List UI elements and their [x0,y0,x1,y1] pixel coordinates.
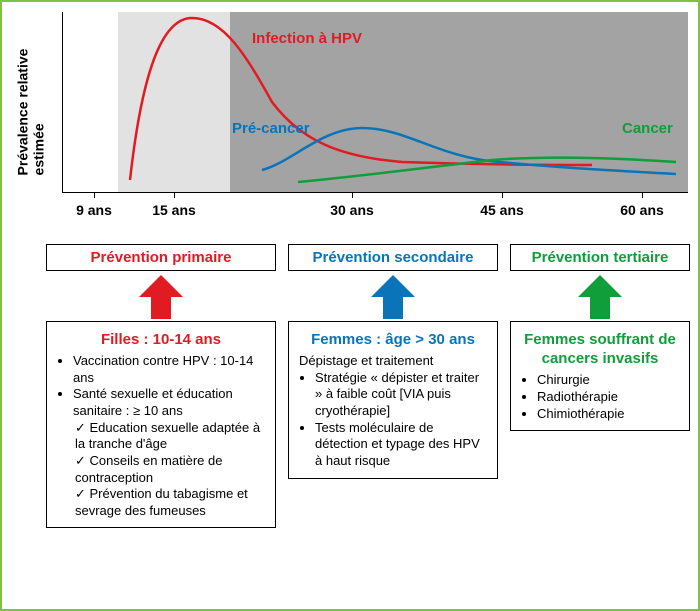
y-axis-label: Prévalence relativeestimée [6,12,54,212]
x-tick-label: 45 ans [480,202,524,218]
header-primary: Filles : 10-14 ans [57,330,265,349]
box-prevention-tertiary: Femmes souffrant de cancers invasifs Chi… [510,321,690,431]
x-tick-label: 15 ans [152,202,196,218]
label-cancer: Cancer [622,120,673,137]
x-tick [174,192,175,198]
box-prevention-secondary: Femmes : âge > 30 ans Dépistage et trait… [288,321,498,479]
arrow-up-icon [139,275,183,319]
x-tick-label: 9 ans [76,202,112,218]
bullets-tertiary: Chirurgie Radiothérapie Chimiothérapie [521,372,679,422]
x-axis-line [62,192,688,193]
figure-frame: Prévalence relativeestimée Infection à H… [0,0,700,611]
sub-bullets-primary: Education sexuelle adaptée à la tranche … [57,420,265,520]
x-tick-label: 60 ans [620,202,664,218]
x-tick [502,192,503,198]
title-prevention-secondary: Prévention secondaire [288,244,498,271]
bullets-secondary: Stratégie « dépister et traiter » à faib… [299,370,487,470]
title-prevention-tertiary: Prévention tertiaire [510,244,690,271]
curves-svg [62,12,688,192]
prevention-section: Prévention primaire Prévention secondair… [46,244,690,528]
x-tick [642,192,643,198]
x-tick [352,192,353,198]
header-secondary: Femmes : âge > 30 ans [299,330,487,349]
label-hpv: Infection à HPV [252,30,362,47]
bullets-primary: Vaccination contre HPV : 10-14 ans Santé… [57,353,265,420]
chart-area: Prévalence relativeestimée Infection à H… [8,12,690,232]
curve-precancer [262,128,676,174]
arrow-up-icon [578,275,622,319]
header-tertiary: Femmes souffrant de cancers invasifs [521,330,679,368]
title-prevention-primary: Prévention primaire [46,244,276,271]
plot-region: Infection à HPV Pré-cancer Cancer 9 ans1… [62,12,688,212]
box-prevention-primary: Filles : 10-14 ans Vaccination contre HP… [46,321,276,528]
label-precancer: Pré-cancer [232,120,310,137]
x-tick [94,192,95,198]
arrow-up-icon [371,275,415,319]
x-tick-label: 30 ans [330,202,374,218]
intro-secondary: Dépistage et traitement [299,353,487,370]
